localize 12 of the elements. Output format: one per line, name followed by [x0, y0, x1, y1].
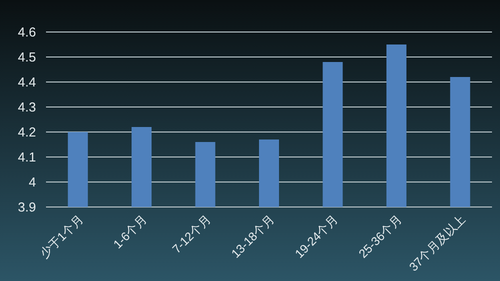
y-tick-label: 4.2	[18, 124, 36, 140]
y-tick-label: 3.9	[18, 200, 36, 214]
x-tick-label: 1-6个月	[110, 212, 150, 252]
y-tick-label: 4	[28, 174, 36, 190]
y-tick-label: 4.6	[18, 24, 36, 40]
x-tick-label: 37个月及以上	[406, 212, 468, 274]
x-tick-label: 少于1个月	[37, 212, 86, 261]
y-tick-label: 4.3	[18, 100, 36, 114]
y-tick-label: 4.5	[18, 50, 36, 64]
y-tick-label: 4.1	[18, 150, 36, 164]
y-tick-label: 4.4	[18, 74, 36, 90]
x-tick-label: 7-12个月	[170, 212, 214, 256]
